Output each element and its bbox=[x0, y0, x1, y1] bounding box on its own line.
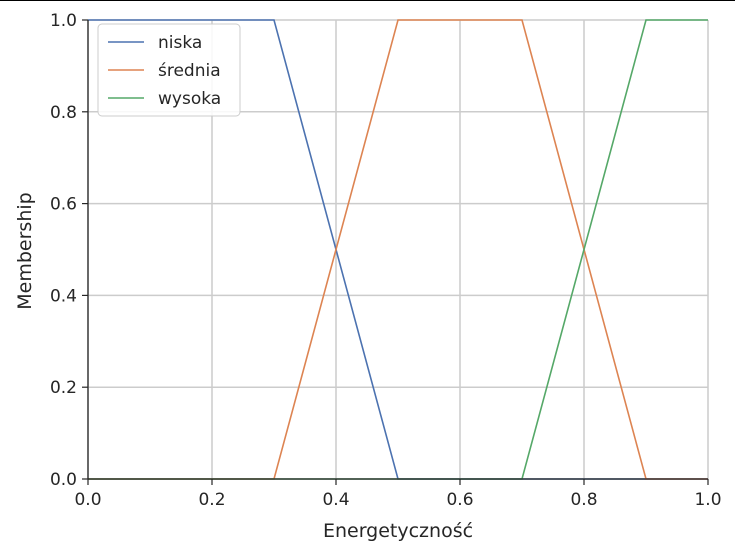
top-border-line bbox=[0, 0, 735, 1]
legend-label: średnia bbox=[158, 61, 221, 81]
x-tick-label: 1.0 bbox=[694, 490, 721, 510]
x-tick-label: 0.0 bbox=[74, 490, 101, 510]
legend: niska średnia wysoka bbox=[97, 23, 241, 117]
legend-label: wysoka bbox=[158, 89, 221, 109]
tick-labels: 0.0 0.2 0.4 0.6 0.8 1.0 0.0 0.2 0.4 0.6 0.8 1.0 bbox=[50, 11, 722, 510]
x-tick-label: 0.8 bbox=[570, 490, 597, 510]
y-tick-label: 0.4 bbox=[50, 286, 77, 306]
y-tick-label: 0.8 bbox=[50, 103, 77, 123]
legend-box bbox=[97, 23, 241, 117]
axes bbox=[82, 19, 709, 485]
y-tick-label: 0.0 bbox=[50, 470, 77, 490]
legend-label: niska bbox=[158, 33, 202, 53]
x-tick-label: 0.2 bbox=[198, 490, 225, 510]
x-axis-label: Energetyczność bbox=[323, 520, 473, 542]
y-axis-label: Membership bbox=[14, 192, 36, 309]
y-tick-label: 1.0 bbox=[50, 11, 77, 31]
x-tick-label: 0.6 bbox=[446, 490, 473, 510]
y-tick-label: 0.6 bbox=[50, 195, 77, 215]
x-tick-label: 0.4 bbox=[322, 490, 349, 510]
y-tick-label: 0.2 bbox=[50, 378, 77, 398]
